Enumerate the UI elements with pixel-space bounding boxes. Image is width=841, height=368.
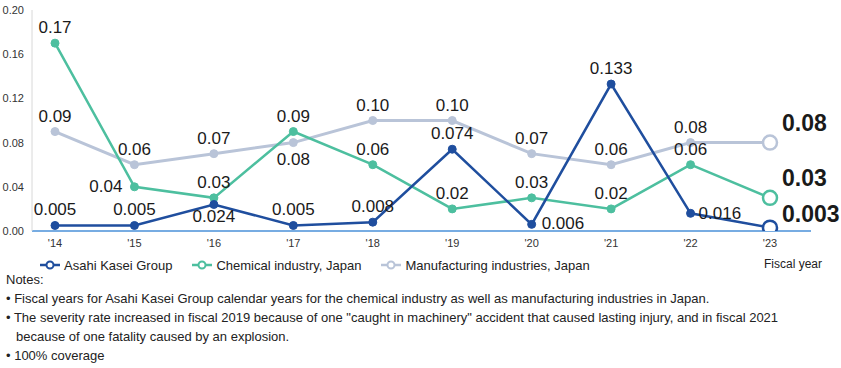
svg-text:'15: '15 (127, 237, 141, 249)
svg-text:0.02: 0.02 (436, 184, 469, 203)
svg-text:0.10: 0.10 (356, 96, 389, 115)
svg-text:0.06: 0.06 (356, 140, 389, 159)
svg-text:0.06: 0.06 (118, 140, 151, 159)
svg-text:0.005: 0.005 (113, 200, 156, 219)
svg-text:0.08: 0.08 (674, 118, 707, 137)
svg-text:0.12: 0.12 (8, 92, 24, 104)
html-text:Manufacturing industries, Japa: Manufacturing industries, Japan (405, 257, 590, 273)
svg-text:0.07: 0.07 (515, 129, 548, 148)
svg-text:0.10: 0.10 (436, 96, 469, 115)
svg-text:0.08: 0.08 (782, 110, 827, 136)
svg-text:0.016: 0.016 (699, 204, 742, 223)
svg-text:0.04: 0.04 (89, 177, 122, 196)
svg-text:'14: '14 (48, 237, 62, 249)
svg-text:'19: '19 (445, 237, 459, 249)
svg-text:0.07: 0.07 (197, 129, 230, 148)
svg-text:0.09: 0.09 (277, 107, 310, 126)
svg-text:'23: '23 (763, 237, 777, 249)
svg-text:0.03: 0.03 (782, 165, 827, 191)
svg-text:0.006: 0.006 (542, 214, 585, 233)
svg-text:0.133: 0.133 (590, 59, 633, 78)
svg-text:0.00: 0.00 (8, 225, 24, 237)
html-text:Asahi Kasei Group: Asahi Kasei Group (64, 257, 173, 273)
svg-text:0.03: 0.03 (515, 173, 548, 192)
svg-text:0.08: 0.08 (8, 137, 24, 149)
svg-text:0.003: 0.003 (782, 201, 833, 227)
html-text:• Fiscal years for Asahi Kasei: • Fiscal years for Asahi Kasei Group cal… (6, 291, 710, 306)
svg-text:'22: '22 (683, 237, 697, 249)
svg-text:0.08: 0.08 (277, 150, 310, 169)
svg-text:'18: '18 (366, 237, 380, 249)
svg-text:0.074: 0.074 (431, 124, 474, 143)
svg-text:0.16: 0.16 (8, 48, 24, 60)
svg-text:0.02: 0.02 (595, 184, 628, 203)
html-text:• 100% coverage: • 100% coverage (6, 348, 105, 363)
html-text:Notes:: Notes: (6, 272, 44, 287)
svg-text:0.04: 0.04 (8, 181, 24, 193)
svg-text:'20: '20 (524, 237, 538, 249)
html-text:• The severity rate increased: • The severity rate increased in fiscal … (6, 310, 779, 344)
svg-text:'17: '17 (286, 237, 300, 249)
svg-text:0.09: 0.09 (38, 107, 71, 126)
svg-text:'21: '21 (604, 237, 618, 249)
svg-text:0.03: 0.03 (197, 173, 230, 192)
svg-text:0.005: 0.005 (272, 200, 315, 219)
svg-text:0.17: 0.17 (38, 18, 71, 37)
svg-text:0.06: 0.06 (595, 140, 628, 159)
svg-text:0.20: 0.20 (8, 4, 24, 16)
svg-text:0.008: 0.008 (352, 197, 395, 216)
svg-text:'16: '16 (207, 237, 221, 249)
html-text:Fiscal year: Fiscal year (764, 257, 822, 271)
svg-text:0.024: 0.024 (193, 207, 236, 226)
svg-text:0.06: 0.06 (674, 140, 707, 159)
svg-text:0.005: 0.005 (34, 200, 77, 219)
html-text:Chemical industry, Japan: Chemical industry, Japan (216, 257, 362, 273)
